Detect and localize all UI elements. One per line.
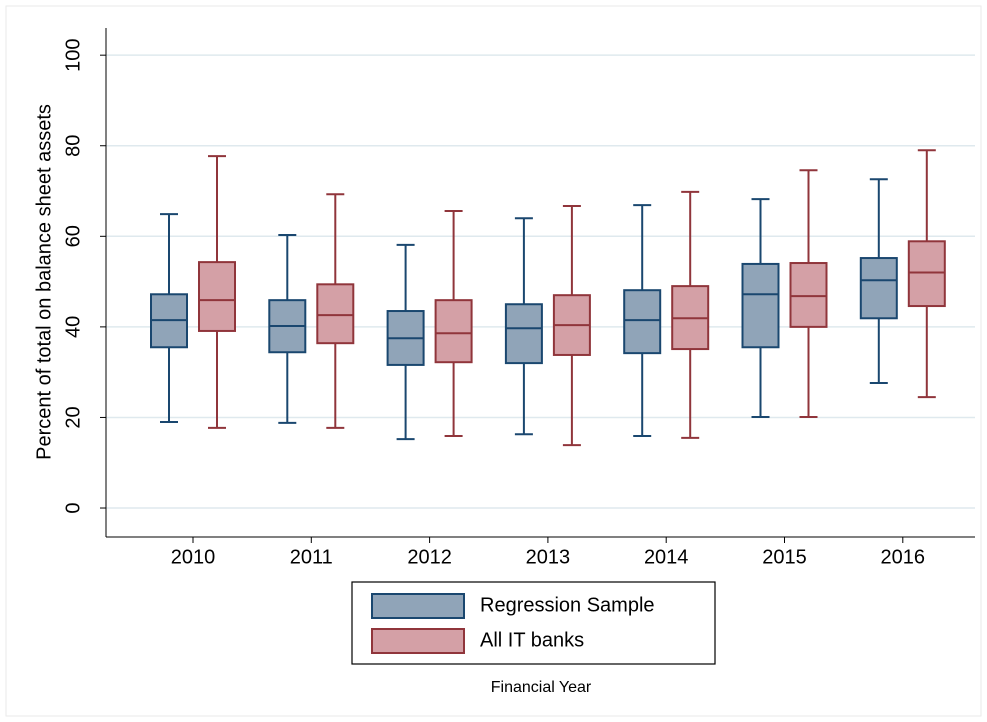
box [434, 299, 473, 364]
box [198, 261, 236, 332]
box [623, 289, 662, 355]
box [504, 303, 543, 365]
x-tick-label: 2013 [526, 546, 571, 568]
y-tick-label: 80 [62, 135, 84, 157]
box [316, 283, 355, 345]
legend-label: All IT banks [480, 629, 584, 651]
box [859, 257, 898, 320]
y-tick-label: 40 [62, 316, 84, 338]
y-tick-label: 100 [62, 38, 84, 71]
x-tick-label: 2012 [407, 546, 452, 568]
y-tick-label: 0 [62, 502, 84, 513]
y-axis-title: Percent of total on balance sheet assets [33, 104, 55, 460]
box [741, 262, 780, 349]
box [789, 262, 828, 328]
x-tick-label: 2016 [881, 546, 926, 568]
legend-swatch [371, 593, 465, 619]
x-tick-label: 2010 [171, 546, 216, 568]
legend-label: Regression Sample [480, 594, 655, 616]
x-tick-label: 2015 [762, 546, 807, 568]
x-tick-label: 2014 [644, 546, 689, 568]
x-tick-label: 2011 [290, 546, 333, 568]
y-tick-label: 60 [62, 225, 84, 247]
y-tick-label: 20 [62, 406, 84, 428]
x-axis-title: Financial Year [491, 679, 592, 696]
box [907, 240, 946, 308]
legend-swatch [371, 628, 465, 654]
